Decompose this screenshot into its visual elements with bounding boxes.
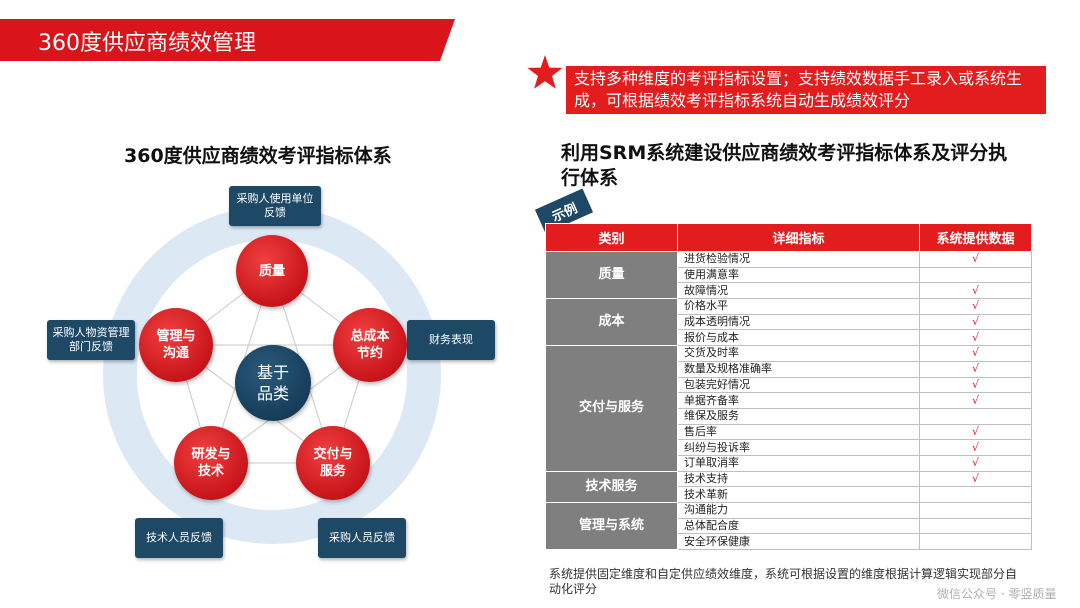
table-row: 成本 价格水平 √ xyxy=(545,298,1032,347)
node-management-label: 管理与 沟通 xyxy=(156,329,196,361)
diagram-heading: 360度供应商绩效考评指标体系 xyxy=(124,145,392,167)
indicator-table-wrap: 类别 详细指标 系统提供数据 质量 进货检验情况 √ 使用满意率 故障情况 √ 成本 价格水平… xyxy=(545,223,1032,551)
feedback-materials-dept: 采购人物资管理 部门反馈 xyxy=(47,320,135,360)
indicator-cell: 售后率 xyxy=(677,423,920,441)
header-detail: 详细指标 xyxy=(677,223,920,252)
indicator-cell: 订单取消率 xyxy=(677,454,920,472)
table-row: 订单取消率 √ xyxy=(546,454,1032,472)
footnote: 系统提供固定维度和自定供应绩效维度，系统可根据设置的维度根据计算逻辑实现部分自动… xyxy=(549,567,1018,596)
system-data-cell: √ xyxy=(919,470,1032,488)
table-heading: 利用SRM系统建设供应商绩效考评指标体系及评分执行体系 xyxy=(561,142,1008,189)
table-row: 单据齐备率 √ xyxy=(546,392,1032,409)
indicator-cell: 报价与成本 xyxy=(677,329,920,347)
table-row: 交付与服务 交货及时率 √ xyxy=(545,345,1032,472)
node-delivery: 交付与 服务 xyxy=(296,426,370,500)
system-data-cell: √ xyxy=(919,439,1032,456)
system-data-cell xyxy=(919,486,1032,503)
table-row: 安全环保健康 xyxy=(546,533,1032,551)
header-category: 类别 xyxy=(545,223,678,252)
table-row: 技术服务 技术支持 √ xyxy=(545,470,1032,504)
feedback-finance: 财务表现 xyxy=(407,320,495,360)
feedback-technical: 技术人员反馈 xyxy=(135,518,223,558)
system-data-cell: √ xyxy=(919,329,1032,347)
system-data-cell: √ xyxy=(919,313,1032,331)
indicator-cell: 沟通能力 xyxy=(677,502,920,519)
system-data-cell: √ xyxy=(919,360,1032,378)
category-cell: 交付与服务 xyxy=(545,345,678,472)
category-cell: 技术服务 xyxy=(545,470,678,504)
node-delivery-label: 交付与 服务 xyxy=(313,447,353,479)
category-cell: 管理与系统 xyxy=(545,501,678,551)
watermark: 微信公众号 · 零竖质量 xyxy=(937,587,1057,601)
indicator-cell: 维保及服务 xyxy=(677,407,920,425)
node-quality-label: 质量 xyxy=(258,263,285,279)
indicator-cell: 价格水平 xyxy=(677,298,920,315)
indicator-cell: 技术革新 xyxy=(677,486,920,503)
feedback-user-unit: 采购人使用单位 反馈 xyxy=(229,186,321,226)
indicator-cell: 包装完好情况 xyxy=(677,376,920,394)
system-data-cell: √ xyxy=(919,376,1032,394)
indicator-cell: 数量及规格准确率 xyxy=(677,360,920,378)
indicator-cell: 进货检验情况 xyxy=(677,251,920,268)
system-data-cell xyxy=(919,517,1032,535)
system-data-cell: √ xyxy=(919,392,1032,409)
category-cell: 质量 xyxy=(545,250,678,300)
table-row: 纠纷与投诉率 √ xyxy=(546,439,1032,456)
system-data-cell xyxy=(919,502,1032,519)
indicator-cell: 技术支持 xyxy=(677,470,920,488)
indicator-cell: 安全环保健康 xyxy=(677,533,920,551)
indicator-cell: 单据齐备率 xyxy=(677,392,920,409)
system-data-cell: √ xyxy=(919,251,1032,268)
indicator-cell: 总体配合度 xyxy=(677,517,920,535)
indicator-cell: 纠纷与投诉率 xyxy=(677,439,920,456)
star-icon xyxy=(527,55,563,89)
title-banner: 360度供应商绩效管理 xyxy=(0,19,455,61)
node-cost: 总成本 节约 xyxy=(333,308,407,382)
system-data-cell: √ xyxy=(919,298,1032,315)
center-node-category: 基于 品类 xyxy=(235,345,311,421)
table-body: 质量 进货检验情况 √ 使用满意率 故障情况 √ 成本 价格水平 √ 成本透明情况 √ 报价与成本 √ 交… xyxy=(545,250,1032,551)
table-row: 数量及规格准确率 √ xyxy=(546,360,1032,378)
node-rnd-label: 研发与 技术 xyxy=(191,447,231,479)
system-data-cell: √ xyxy=(919,454,1032,472)
table-header-row: 类别 详细指标 系统提供数据 xyxy=(545,223,1032,252)
system-data-cell xyxy=(919,533,1032,551)
node-rnd: 研发与 技术 xyxy=(174,426,248,500)
indicator-cell: 交货及时率 xyxy=(677,345,920,362)
feedback-purchasing: 采购人员反馈 xyxy=(318,518,406,558)
indicator-cell: 成本透明情况 xyxy=(677,313,920,331)
table-row: 质量 进货检验情况 √ xyxy=(545,250,1032,300)
node-cost-label: 总成本 节约 xyxy=(350,329,390,361)
header-system-data: 系统提供数据 xyxy=(919,223,1032,252)
feature-callout: 支持多种维度的考评指标设置；支持绩效数据手工录入或系统生成，可根据绩效考评指标系… xyxy=(566,66,1046,114)
system-data-cell xyxy=(919,407,1032,425)
table-row: 管理与系统 沟通能力 xyxy=(545,501,1032,551)
category-cell: 成本 xyxy=(545,298,678,347)
system-data-cell: √ xyxy=(919,282,1032,300)
indicator-table: 类别 详细指标 系统提供数据 质量 进货检验情况 √ 使用满意率 故障情况 √ 成本 价格水平… xyxy=(545,223,1032,551)
title-banner-shape xyxy=(0,19,455,61)
table-row: 技术革新 xyxy=(546,486,1032,503)
indicator-cell: 使用满意率 xyxy=(677,266,920,284)
indicator-cell: 故障情况 xyxy=(677,282,920,300)
performance-diagram: 基于 品类 质量 总成本 节约 交付与 服务 研发与 技术 管理与 沟通 采购人… xyxy=(0,180,520,600)
system-data-cell xyxy=(919,266,1032,284)
system-data-cell: √ xyxy=(919,423,1032,441)
node-management: 管理与 沟通 xyxy=(139,308,213,382)
page-title: 360度供应商绩效管理 xyxy=(38,31,256,56)
system-data-cell: √ xyxy=(919,345,1032,362)
node-quality: 质量 xyxy=(236,235,308,307)
